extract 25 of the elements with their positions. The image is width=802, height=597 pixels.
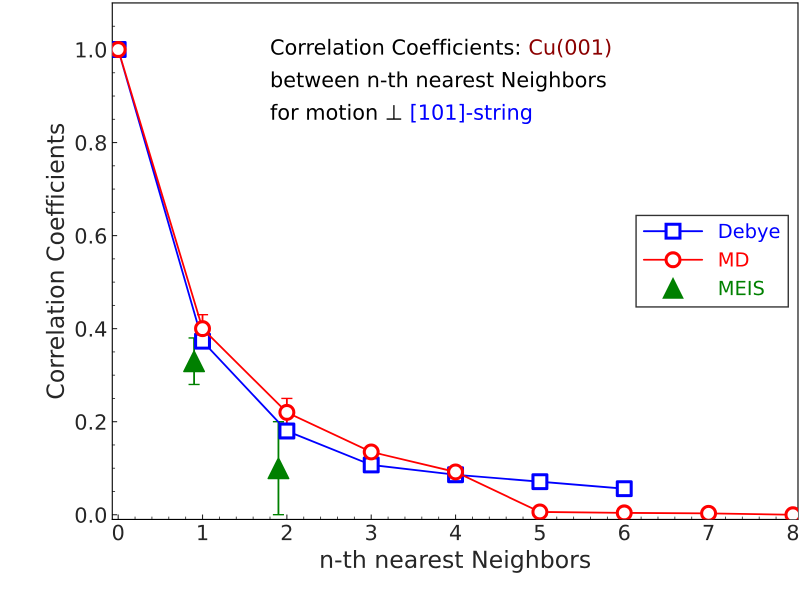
y-tick-label: 0.4 xyxy=(76,321,106,337)
x-tick-label: 7 xyxy=(704,524,714,540)
annotation: between n-th nearest Neighbors xyxy=(272,71,606,92)
y-tick-label: 0.8 xyxy=(76,135,106,151)
x-tick-label: 4 xyxy=(450,524,462,540)
annotation: for motion ⊥ xyxy=(270,104,402,120)
y-tick-label: 0.2 xyxy=(76,414,106,430)
x-tick-label: 8 xyxy=(788,524,798,540)
y-axis-title: Correlation Coefficients xyxy=(46,124,64,398)
y-tick-label: 0.0 xyxy=(76,507,106,523)
y-tick-label: 1.0 xyxy=(76,42,106,58)
x-axis-title: n-th nearest Neighbors xyxy=(321,550,590,573)
x-tick-label: 3 xyxy=(366,524,376,540)
x-tick-label: 2 xyxy=(282,524,292,540)
y-tick-label: 0.6 xyxy=(76,228,106,244)
legend-label: MD xyxy=(720,252,748,267)
legend-label: Debye xyxy=(720,223,780,242)
annotation: [101]-string xyxy=(411,104,532,124)
annotation: Correlation Coefficients: xyxy=(271,38,519,55)
annotation: Cu(001) xyxy=(530,38,610,58)
x-tick-label: 1 xyxy=(198,524,208,540)
x-tick-label: 6 xyxy=(619,524,630,540)
x-tick-label: 5 xyxy=(534,524,545,540)
legend-label: MEIS xyxy=(720,280,764,296)
x-tick-label: 0 xyxy=(112,524,124,540)
